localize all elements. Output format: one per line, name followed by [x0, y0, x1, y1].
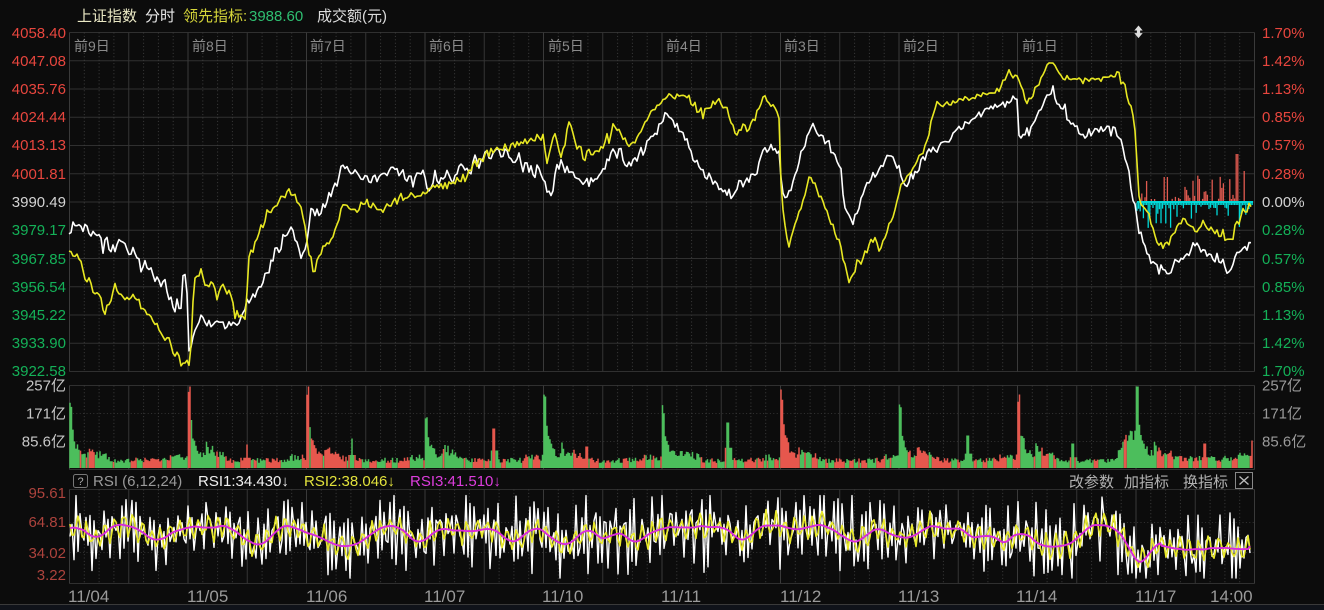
svg-text:14:00: 14:00 — [1210, 587, 1253, 606]
svg-text:分时: 分时 — [145, 8, 175, 25]
svg-text:3.22: 3.22 — [37, 567, 66, 584]
svg-text:171亿: 171亿 — [1262, 406, 1302, 423]
svg-text:11/17: 11/17 — [1135, 587, 1176, 606]
svg-text:3945.22: 3945.22 — [12, 307, 66, 324]
svg-text:改参数: 改参数 — [1069, 474, 1114, 491]
svg-text:0.85%: 0.85% — [1262, 279, 1305, 296]
svg-text:11/12: 11/12 — [780, 587, 821, 606]
svg-text:前7日: 前7日 — [310, 38, 346, 54]
svg-text:11/13: 11/13 — [898, 587, 939, 606]
svg-text:领先指标:: 领先指标: — [183, 8, 247, 25]
svg-text:成交额(元): 成交额(元) — [317, 7, 387, 25]
svg-text:85.6亿: 85.6亿 — [22, 434, 66, 451]
svg-text:3967.85: 3967.85 — [12, 251, 66, 268]
svg-text:1.70%: 1.70% — [1262, 25, 1305, 42]
svg-text:RSI1:34.430↓: RSI1:34.430↓ — [198, 473, 289, 490]
svg-text:11/14: 11/14 — [1016, 587, 1057, 606]
svg-text:257亿: 257亿 — [26, 378, 66, 395]
svg-text:3922.58: 3922.58 — [12, 363, 66, 380]
svg-text:171亿: 171亿 — [26, 406, 66, 423]
svg-text:11/06: 11/06 — [306, 587, 347, 606]
svg-text:1.42%: 1.42% — [1262, 53, 1305, 70]
svg-text:0.28%: 0.28% — [1262, 166, 1305, 183]
svg-text:85.6亿: 85.6亿 — [1262, 434, 1306, 451]
svg-text:前5日: 前5日 — [548, 38, 584, 54]
svg-text:前4日: 前4日 — [666, 38, 702, 54]
svg-text:3933.90: 3933.90 — [12, 335, 66, 352]
svg-text:加指标: 加指标 — [1124, 474, 1169, 491]
svg-text:95.61: 95.61 — [28, 485, 66, 502]
svg-text:前2日: 前2日 — [903, 38, 939, 54]
svg-text:0.28%: 0.28% — [1262, 222, 1305, 239]
svg-text:0.00%: 0.00% — [1262, 194, 1305, 211]
svg-text:前8日: 前8日 — [192, 38, 228, 54]
svg-text:11/10: 11/10 — [542, 587, 583, 606]
svg-text:上证指数: 上证指数 — [77, 8, 137, 25]
svg-text:3979.17: 3979.17 — [12, 222, 66, 239]
svg-text:4024.44: 4024.44 — [12, 109, 66, 126]
svg-text:RSI3:41.510↓: RSI3:41.510↓ — [410, 473, 501, 490]
svg-text:11/11: 11/11 — [661, 587, 701, 606]
svg-text:4058.40: 4058.40 — [12, 25, 66, 42]
svg-text:0.57%: 0.57% — [1262, 251, 1305, 268]
svg-text:4013.13: 4013.13 — [12, 137, 66, 154]
svg-text:前1日: 前1日 — [1022, 38, 1058, 54]
svg-text:1.42%: 1.42% — [1262, 335, 1305, 352]
svg-text:257亿: 257亿 — [1262, 378, 1302, 395]
svg-text:0.57%: 0.57% — [1262, 137, 1305, 154]
svg-text:1.70%: 1.70% — [1262, 363, 1305, 380]
svg-text:4047.08: 4047.08 — [12, 53, 66, 70]
svg-text:换指标: 换指标 — [1183, 474, 1228, 491]
svg-text:3988.60: 3988.60 — [249, 8, 303, 25]
svg-text:前6日: 前6日 — [429, 38, 465, 54]
svg-text:?: ? — [77, 476, 83, 488]
svg-text:34.02: 34.02 — [28, 545, 66, 562]
svg-text:4035.76: 4035.76 — [12, 81, 66, 98]
svg-text:11/07: 11/07 — [424, 587, 465, 606]
svg-text:RSI (6,12,24): RSI (6,12,24) — [93, 473, 182, 490]
svg-text:前3日: 前3日 — [784, 38, 820, 54]
svg-text:11/04: 11/04 — [68, 587, 109, 606]
svg-text:RSI2:38.046↓: RSI2:38.046↓ — [304, 473, 395, 490]
svg-text:前9日: 前9日 — [74, 38, 110, 54]
svg-text:1.13%: 1.13% — [1262, 81, 1305, 98]
svg-text:64.81: 64.81 — [28, 514, 66, 531]
svg-text:3990.49: 3990.49 — [12, 194, 66, 211]
svg-text:1.13%: 1.13% — [1262, 307, 1305, 324]
svg-text:0.85%: 0.85% — [1262, 109, 1305, 126]
svg-text:4001.81: 4001.81 — [12, 166, 66, 183]
svg-text:11/05: 11/05 — [187, 587, 228, 606]
svg-text:3956.54: 3956.54 — [12, 279, 66, 296]
